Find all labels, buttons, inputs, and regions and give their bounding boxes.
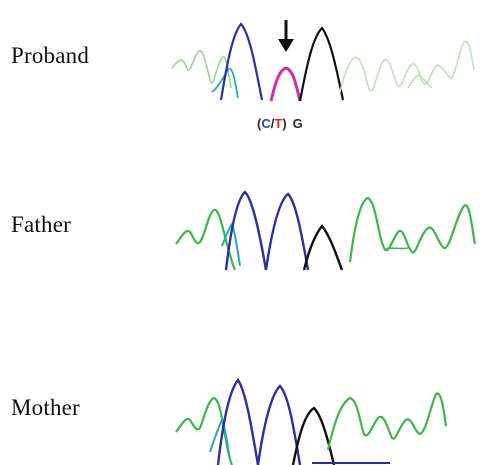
- allele-c: C: [261, 116, 271, 131]
- allele-slash: /: [270, 116, 275, 131]
- mutation-arrow: [278, 20, 294, 52]
- trace-proband-teal: [211, 67, 239, 99]
- trace-mother-blue-peak-1: [216, 377, 260, 465]
- trace-father-blue-peak-1: [224, 190, 268, 271]
- sample-label-father: Father: [11, 212, 71, 237]
- paren-open: (: [257, 116, 262, 131]
- next-base-g: G: [292, 116, 303, 131]
- paren-close: ): [282, 116, 287, 131]
- variant-callout: (C/T) G: [257, 116, 303, 131]
- sample-label-proband: Proband: [11, 43, 90, 68]
- chromatogram-mother: [175, 377, 448, 465]
- trace-father-blue-peak-2: [264, 192, 310, 271]
- trace-mother-teal: [209, 417, 231, 461]
- chromatogram-proband: [171, 22, 475, 102]
- trace-proband-het-peak: [269, 66, 302, 102]
- allele-t: T: [274, 116, 283, 131]
- trace-proband-green-mid: [407, 75, 433, 89]
- chromatogram-father: [175, 190, 477, 271]
- trace-proband-green-left: [171, 50, 232, 89]
- trace-father-green-right: [348, 196, 477, 263]
- sample-label-mother: Mother: [11, 395, 80, 420]
- trace-father-green-floor: [383, 247, 409, 251]
- trace-mother-blue-peak-2: [256, 384, 302, 465]
- trace-proband-green-right: [339, 40, 475, 93]
- trace-father-black-peak: [302, 224, 344, 271]
- trace-proband-black-peak: [298, 26, 345, 102]
- trace-proband-blue-peak: [219, 22, 264, 101]
- trace-mother-green-right: [326, 392, 448, 451]
